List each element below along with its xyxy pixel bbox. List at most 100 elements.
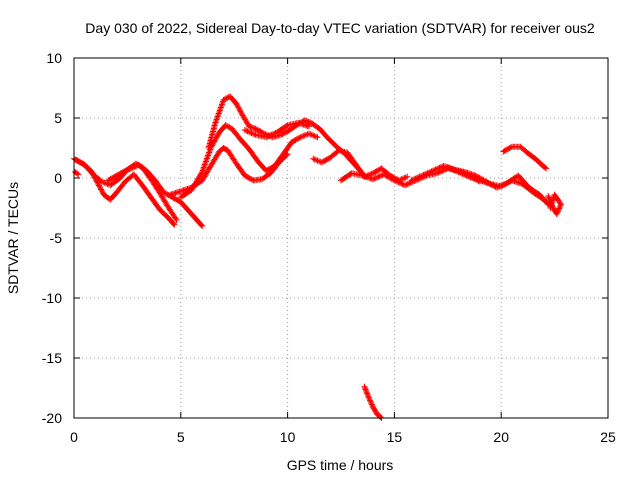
data-point bbox=[300, 133, 307, 139]
data-point bbox=[368, 400, 375, 407]
data-point bbox=[101, 179, 108, 186]
data-point bbox=[403, 181, 410, 188]
data-point bbox=[376, 173, 383, 180]
data-point bbox=[372, 175, 379, 181]
data-point bbox=[265, 133, 272, 139]
data-point bbox=[458, 170, 465, 177]
data-point bbox=[301, 132, 308, 139]
x-tick-label: 10 bbox=[280, 429, 296, 445]
data-point bbox=[363, 389, 370, 396]
data-point bbox=[366, 395, 373, 402]
data-point bbox=[408, 177, 415, 184]
data-point bbox=[404, 181, 411, 187]
data-point bbox=[361, 383, 368, 390]
data-point bbox=[247, 129, 254, 136]
data-point bbox=[249, 130, 256, 137]
data-point bbox=[100, 179, 107, 186]
data-point bbox=[234, 101, 241, 108]
data-point bbox=[412, 175, 419, 182]
data-point bbox=[98, 178, 105, 185]
data-point bbox=[545, 193, 552, 199]
data-point bbox=[421, 171, 428, 178]
data-point bbox=[127, 165, 134, 172]
data-point bbox=[235, 104, 242, 111]
data-point bbox=[307, 131, 314, 138]
data-point bbox=[415, 174, 422, 181]
data-point bbox=[271, 130, 278, 137]
data-point bbox=[424, 170, 431, 177]
data-point bbox=[450, 166, 457, 173]
data-point bbox=[170, 220, 177, 227]
data-point bbox=[398, 180, 405, 187]
data-point bbox=[435, 165, 442, 172]
data-point bbox=[371, 175, 378, 182]
x-axis-label: GPS time / hours bbox=[287, 457, 394, 473]
y-tick-label: 10 bbox=[46, 50, 62, 66]
y-tick-label: -20 bbox=[42, 410, 62, 426]
data-point bbox=[363, 387, 370, 394]
data-point bbox=[364, 391, 371, 398]
data-point bbox=[402, 182, 409, 189]
data-point bbox=[214, 132, 221, 138]
data-point bbox=[268, 131, 275, 138]
data-point bbox=[311, 156, 318, 163]
axis-ticks: 0 5 10 15 20 25 -20 -15 -10 -5 0 5 10 bbox=[42, 50, 616, 445]
data-point bbox=[390, 176, 397, 183]
data-point bbox=[460, 171, 467, 178]
y-tick-label: 5 bbox=[54, 110, 62, 126]
data-point bbox=[366, 397, 373, 404]
data-point bbox=[436, 164, 443, 171]
data-point bbox=[310, 155, 317, 162]
data-point bbox=[310, 132, 317, 139]
data-point bbox=[556, 205, 563, 212]
data-point bbox=[297, 134, 304, 141]
data-point bbox=[251, 131, 258, 138]
data-point bbox=[237, 108, 244, 115]
data-point bbox=[367, 398, 374, 405]
data-point bbox=[96, 183, 103, 190]
data-point bbox=[391, 177, 398, 184]
data-point bbox=[125, 166, 132, 173]
data-point bbox=[447, 165, 454, 172]
data-point bbox=[305, 130, 312, 137]
data-point bbox=[121, 168, 128, 175]
data-point bbox=[365, 394, 372, 401]
y-tick-label: 0 bbox=[54, 170, 62, 186]
data-point bbox=[370, 176, 377, 183]
data-point bbox=[122, 167, 129, 174]
data-point bbox=[97, 185, 104, 192]
data-point bbox=[245, 128, 252, 135]
data-point bbox=[94, 179, 101, 186]
data-point bbox=[95, 182, 102, 189]
data-point bbox=[433, 166, 440, 172]
data-point bbox=[173, 217, 180, 223]
y-tick-label: -15 bbox=[42, 350, 62, 366]
data-point bbox=[394, 178, 401, 185]
data-points bbox=[71, 93, 565, 421]
data-point bbox=[263, 134, 270, 141]
y-tick-label: -5 bbox=[50, 230, 63, 246]
data-point bbox=[456, 169, 463, 176]
data-point bbox=[452, 167, 459, 174]
data-point bbox=[374, 174, 381, 181]
data-point bbox=[172, 215, 179, 222]
data-point bbox=[98, 187, 105, 194]
data-point bbox=[269, 131, 276, 138]
data-point bbox=[74, 170, 81, 177]
data-point bbox=[225, 123, 232, 130]
data-point bbox=[553, 211, 560, 217]
data-point bbox=[432, 166, 439, 173]
data-point bbox=[554, 208, 561, 215]
x-tick-label: 20 bbox=[493, 429, 509, 445]
data-point bbox=[416, 173, 423, 180]
data-point bbox=[198, 222, 205, 229]
data-point bbox=[404, 173, 411, 180]
data-point bbox=[236, 105, 243, 112]
data-point bbox=[437, 164, 444, 171]
data-point bbox=[362, 385, 369, 392]
data-point bbox=[540, 196, 547, 203]
data-point bbox=[429, 167, 436, 174]
data-point bbox=[420, 172, 427, 178]
data-point bbox=[126, 166, 133, 172]
